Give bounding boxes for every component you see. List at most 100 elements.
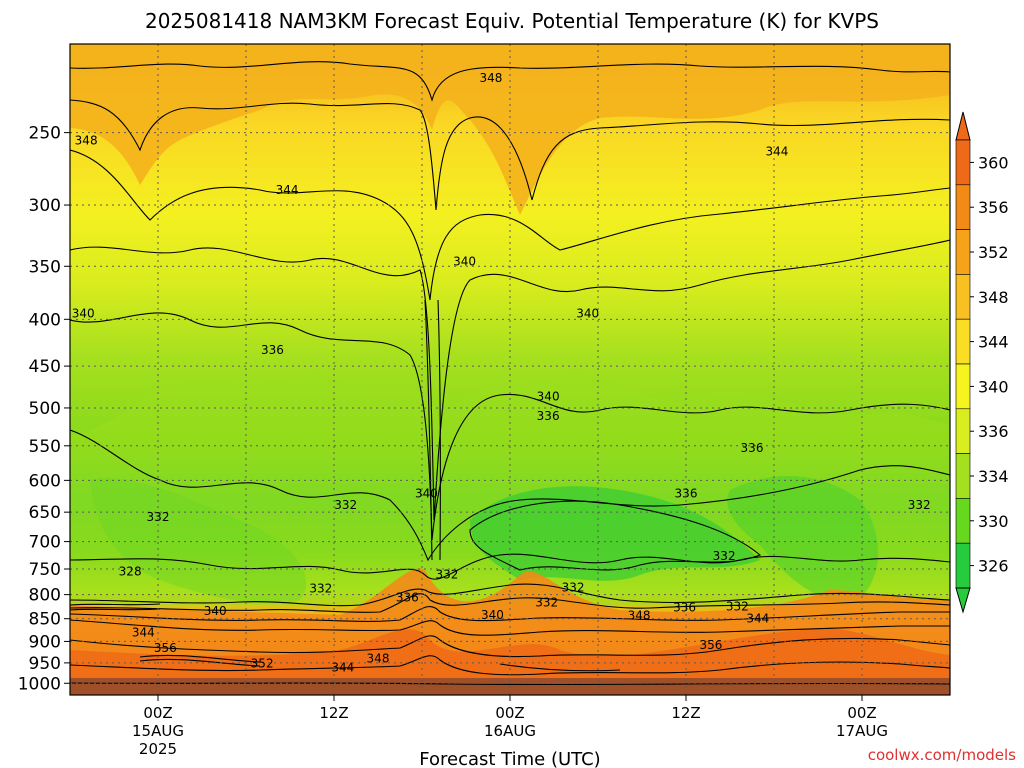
y-tick-label: 800 xyxy=(29,586,61,606)
contour-344 xyxy=(70,149,950,301)
contour-label-text: 348 xyxy=(479,71,502,85)
colorbar-segment xyxy=(955,363,971,410)
contour-label: 332 xyxy=(334,498,357,512)
contour-label: 340 xyxy=(204,604,227,618)
contour-332-lower xyxy=(70,553,950,580)
contour-label-text: 340 xyxy=(537,390,560,404)
contour-label-text: 336 xyxy=(261,343,284,357)
contour-label-text: 336 xyxy=(537,409,560,423)
y-tick-label: 600 xyxy=(29,471,61,491)
contour-328 xyxy=(469,500,762,571)
colorbar-label: 360 xyxy=(978,153,1009,172)
contour-label: 332 xyxy=(726,599,749,613)
contour-label-text: 340 xyxy=(576,306,599,320)
contour-label-text: 340 xyxy=(481,608,504,622)
contour-label-text: 336 xyxy=(673,600,696,614)
contour-336-low xyxy=(70,583,950,607)
contour-344-low xyxy=(70,606,950,622)
y-axis: 2503003504004505005506006507007508008509… xyxy=(18,124,70,694)
x-tick-label-time: 00Z xyxy=(847,704,876,722)
y-tick-label: 850 xyxy=(29,610,61,630)
x-tick-label-date: 17AUG xyxy=(836,722,888,740)
y-tick-label: 250 xyxy=(29,124,61,144)
contour-label: 336 xyxy=(675,486,698,500)
y-tick-label: 1000 xyxy=(18,674,61,694)
y-tick-label: 350 xyxy=(29,257,61,277)
contour-label: 332 xyxy=(309,582,332,596)
contour-label: 340 xyxy=(537,390,560,404)
contour-label: 348 xyxy=(75,133,98,147)
contour-label-text: 340 xyxy=(415,486,438,500)
contour-label: 344 xyxy=(276,183,299,197)
colorbar-label: 334 xyxy=(978,467,1009,486)
contour-lines xyxy=(70,61,950,686)
colorbar-segment xyxy=(955,184,971,230)
contour-356 xyxy=(70,655,950,676)
x-axis-label: Forecast Time (UTC) xyxy=(419,749,600,768)
contour-336 xyxy=(70,312,950,541)
contour-label: 348 xyxy=(628,608,651,622)
watermark: coolwx.com/models xyxy=(868,746,1016,764)
colorbar-segment xyxy=(955,274,971,320)
gridlines xyxy=(70,44,950,695)
contour-label-text: 348 xyxy=(75,133,98,147)
contour-label-text: 344 xyxy=(132,625,155,639)
colorbar-segment xyxy=(955,318,971,365)
contour-label-text: 352 xyxy=(251,657,274,671)
colorbar-label: 352 xyxy=(978,243,1009,262)
contour-label-text: 340 xyxy=(72,306,95,320)
contour-label: 344 xyxy=(132,625,155,639)
y-tick-label: 450 xyxy=(29,357,61,377)
contour-label-text: 332 xyxy=(726,599,749,613)
contour-label: 340 xyxy=(415,486,438,500)
green-patch-left xyxy=(90,478,307,604)
tight-gradient-band-left xyxy=(70,603,621,672)
contour-label-text: 332 xyxy=(908,498,931,512)
y-tick-label: 400 xyxy=(29,310,61,330)
contour-label-text: 336 xyxy=(741,441,764,455)
contour-label: 344 xyxy=(765,144,788,158)
x-tick-label-time: 00Z xyxy=(143,704,172,722)
contour-label: 356 xyxy=(154,641,177,655)
contour-label-text: 332 xyxy=(562,581,585,595)
contour-label: 344 xyxy=(331,660,354,674)
y-tick-label: 550 xyxy=(29,437,61,457)
contour-label: 336 xyxy=(673,600,696,614)
colorbar-label: 330 xyxy=(978,512,1009,531)
contour-label: 340 xyxy=(453,255,476,269)
colorbar-segment xyxy=(955,139,971,186)
contour-label: 332 xyxy=(713,549,736,563)
contour-label-text: 336 xyxy=(396,591,419,605)
contour-label-text: 340 xyxy=(204,604,227,618)
contour-label: 336 xyxy=(396,591,419,605)
contour-label: 344 xyxy=(746,612,769,626)
chart-title: 2025081418 NAM3KM Forecast Equiv. Potent… xyxy=(145,9,879,33)
contour-label-text: 344 xyxy=(276,183,299,197)
colorbar-label: 336 xyxy=(978,422,1009,441)
y-tick-label: 750 xyxy=(29,560,61,580)
contour-label-text: 348 xyxy=(367,652,390,666)
colorbar-label: 356 xyxy=(978,198,1009,217)
contour-label-text: 340 xyxy=(453,255,476,269)
contour-348-upper xyxy=(70,61,950,103)
contour-label: 348 xyxy=(367,652,390,666)
contour-352 xyxy=(70,635,950,658)
contour-label: 332 xyxy=(562,581,585,595)
contour-label: 336 xyxy=(537,409,560,423)
contour-labels: 348 348 344 344 340 340 340 336 340 336 336 340 336 3… xyxy=(72,71,931,674)
contour-label-text: 332 xyxy=(435,567,458,581)
contour-340-low xyxy=(70,593,950,613)
contour-label-text: 344 xyxy=(331,660,354,674)
y-tick-label: 500 xyxy=(29,399,61,419)
colorbar-segment xyxy=(955,542,971,589)
colorbar-label: 326 xyxy=(978,557,1009,576)
contour-label: 332 xyxy=(908,498,931,512)
contour-340 xyxy=(70,239,950,521)
contour-label: 332 xyxy=(435,567,458,581)
contour-label: 340 xyxy=(576,306,599,320)
contour-label: 348 xyxy=(479,71,502,85)
contour-label: 328 xyxy=(119,565,142,579)
colorbar-segment xyxy=(955,229,971,275)
